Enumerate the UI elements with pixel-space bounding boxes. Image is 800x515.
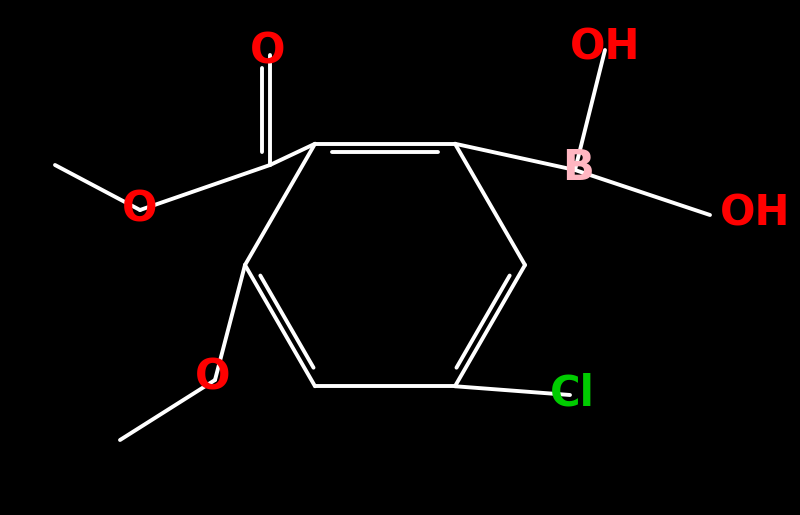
Text: OH: OH (570, 27, 640, 69)
Text: O: O (250, 31, 286, 73)
Text: OH: OH (720, 192, 790, 234)
Text: Cl: Cl (550, 372, 594, 414)
Text: O: O (122, 189, 158, 231)
Text: B: B (562, 147, 594, 189)
Text: O: O (195, 357, 230, 399)
